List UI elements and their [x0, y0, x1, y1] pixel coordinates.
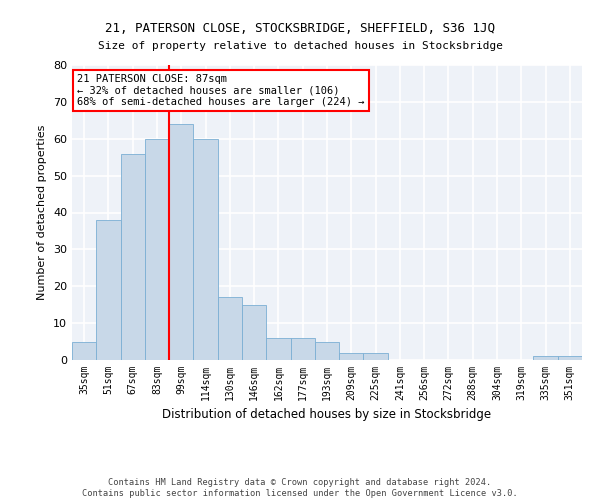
Text: Size of property relative to detached houses in Stocksbridge: Size of property relative to detached ho…	[97, 41, 503, 51]
Text: 21, PATERSON CLOSE, STOCKSBRIDGE, SHEFFIELD, S36 1JQ: 21, PATERSON CLOSE, STOCKSBRIDGE, SHEFFI…	[105, 22, 495, 36]
Bar	[96, 220, 121, 360]
Bar	[266, 338, 290, 360]
Y-axis label: Number of detached properties: Number of detached properties	[37, 125, 47, 300]
X-axis label: Distribution of detached houses by size in Stocksbridge: Distribution of detached houses by size …	[163, 408, 491, 422]
Bar	[558, 356, 582, 360]
Bar	[290, 338, 315, 360]
Bar	[169, 124, 193, 360]
Text: 21 PATERSON CLOSE: 87sqm
← 32% of detached houses are smaller (106)
68% of semi-: 21 PATERSON CLOSE: 87sqm ← 32% of detach…	[77, 74, 365, 107]
Bar	[193, 138, 218, 360]
Bar	[145, 138, 169, 360]
Bar	[364, 352, 388, 360]
Bar	[72, 342, 96, 360]
Text: Contains HM Land Registry data © Crown copyright and database right 2024.
Contai: Contains HM Land Registry data © Crown c…	[82, 478, 518, 498]
Bar	[533, 356, 558, 360]
Bar	[315, 342, 339, 360]
Bar	[121, 154, 145, 360]
Bar	[242, 304, 266, 360]
Bar	[218, 298, 242, 360]
Bar	[339, 352, 364, 360]
